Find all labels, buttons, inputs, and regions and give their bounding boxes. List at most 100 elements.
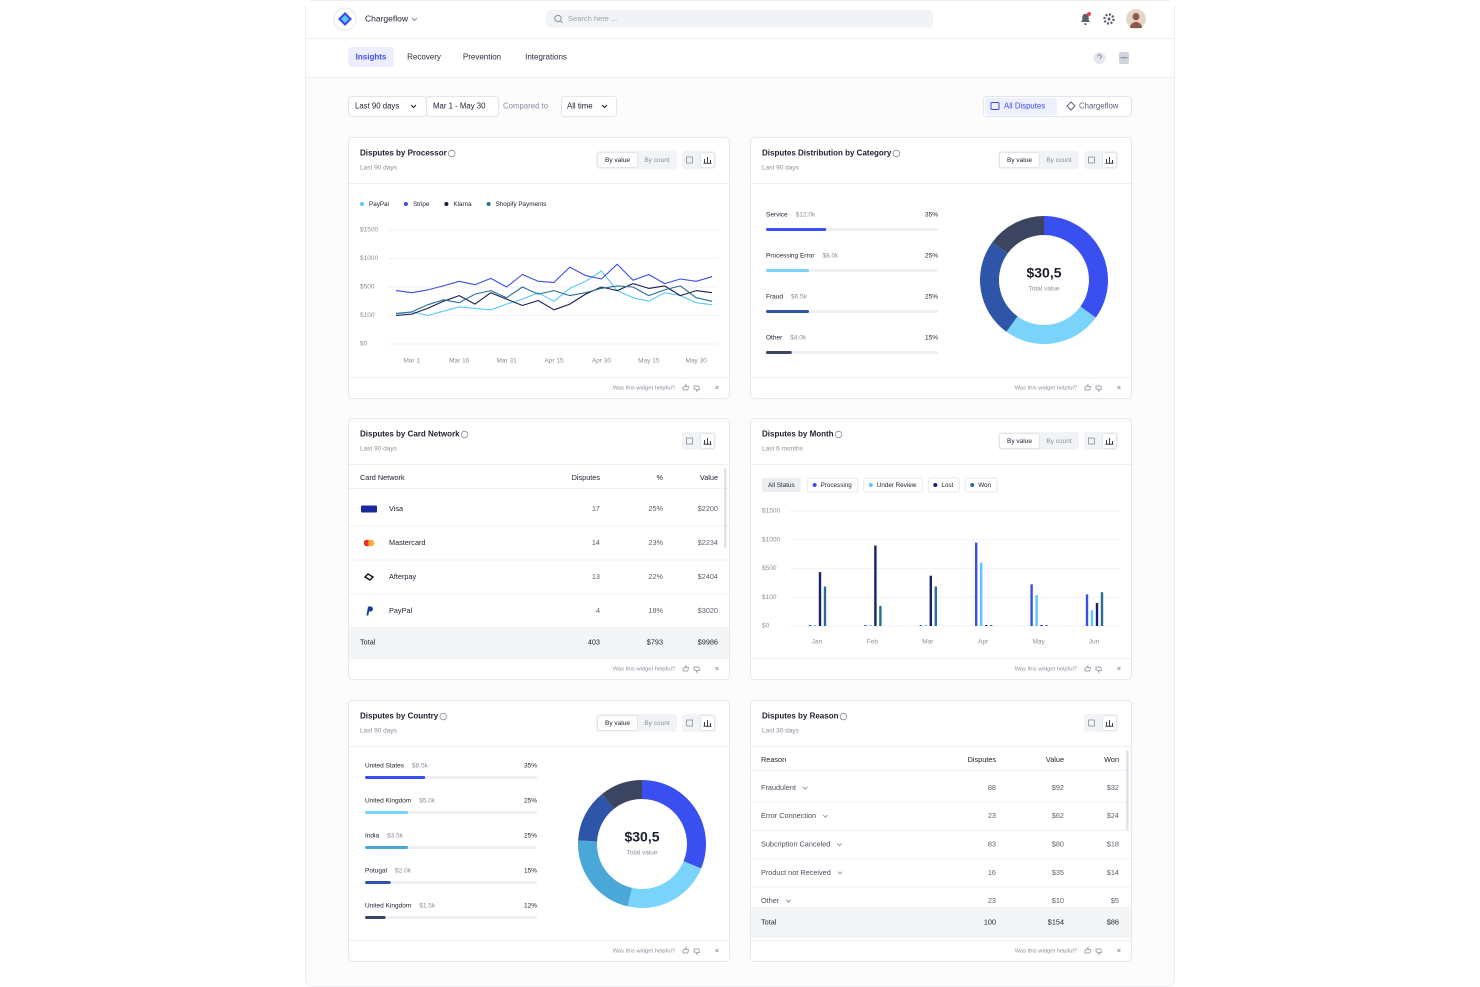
thumb-down[interactable] <box>693 948 700 956</box>
tab[interactable]: Insights <box>356 53 387 62</box>
info-icon <box>839 712 848 721</box>
close-icon[interactable] <box>1117 948 1121 953</box>
thumb-up[interactable] <box>1084 946 1091 954</box>
toggle-option[interactable]: By value <box>605 157 630 164</box>
total-cell: Total <box>761 917 777 926</box>
table-icon[interactable] <box>686 156 693 164</box>
search-icon <box>560 20 563 24</box>
progress-track <box>365 811 537 814</box>
table-icon[interactable] <box>1088 156 1095 164</box>
category-percent: 25% <box>925 294 938 301</box>
donut-caption: Total value <box>1028 286 1059 293</box>
brand-name[interactable]: Chargeflow <box>365 13 409 23</box>
close-icon[interactable] <box>715 666 719 671</box>
toggle-option[interactable]: By value <box>605 720 630 727</box>
help-icon[interactable] <box>1093 52 1106 64</box>
category-percent: 15% <box>925 335 938 342</box>
thumb-down[interactable] <box>1095 948 1102 956</box>
close-icon[interactable] <box>715 948 719 953</box>
chart-icon <box>703 438 712 445</box>
afterpay-logo <box>363 573 375 581</box>
legend-swatch <box>812 483 817 487</box>
y-tick-label: $1500 <box>762 508 780 515</box>
tab[interactable]: Prevention <box>463 53 501 62</box>
thumb-up[interactable] <box>1084 383 1091 391</box>
legend-label: Under Review <box>877 482 917 489</box>
column-header: Value <box>700 473 718 482</box>
thumb-up[interactable] <box>1084 664 1091 672</box>
cell: 25% <box>648 504 663 513</box>
widget-subtitle: Last 90 days <box>762 165 800 172</box>
table-icon[interactable] <box>686 719 693 727</box>
close-icon[interactable] <box>1117 666 1121 671</box>
view-option[interactable]: All Disputes <box>1004 102 1045 111</box>
toggle-option[interactable]: By count <box>644 157 669 164</box>
progress-track <box>766 310 938 313</box>
bell-icon[interactable] <box>1081 13 1090 26</box>
feedback-prompt: Was this widget helpful? <box>613 949 676 955</box>
category-name: Potugal <box>365 868 388 875</box>
close-icon[interactable] <box>1117 385 1121 390</box>
chevron <box>837 871 843 875</box>
feedback-prompt: Was this widget helpful? <box>1015 386 1078 392</box>
progress-bar <box>766 310 809 313</box>
thumb-down[interactable] <box>1095 385 1102 393</box>
thumb-down[interactable] <box>693 666 700 674</box>
row-label[interactable]: Product not Received <box>761 868 831 877</box>
cell: 23% <box>648 538 663 547</box>
x-tick-label: May 15 <box>638 358 660 365</box>
legend-chip[interactable] <box>927 477 960 493</box>
cell: 22% <box>648 572 663 581</box>
category-amount: $8.0k <box>822 253 839 260</box>
row-label[interactable]: Other <box>761 896 780 905</box>
row-label[interactable]: Subcription Canceled <box>761 840 830 849</box>
info-icon <box>448 149 456 158</box>
widget-subtitle: Last 6 months <box>762 446 804 453</box>
table-icon[interactable] <box>1088 437 1095 445</box>
filter-chip-bg <box>762 478 801 492</box>
row-label[interactable]: Fraudulent <box>761 783 796 792</box>
bar <box>1045 625 1048 626</box>
series-line <box>395 283 713 317</box>
donut-caption: Total value <box>626 850 657 857</box>
thumb-down[interactable] <box>693 385 700 393</box>
cell: $62 <box>1052 811 1064 820</box>
thumb-up[interactable] <box>682 383 689 391</box>
toggle-option[interactable]: By count <box>1046 157 1071 164</box>
thumb-up[interactable] <box>682 664 689 672</box>
progress-bar <box>365 776 426 779</box>
close-icon[interactable] <box>715 385 719 390</box>
filter-chip[interactable]: All Status <box>768 482 795 489</box>
toggle-option[interactable]: By count <box>644 720 669 727</box>
row-label[interactable]: Error Connection <box>761 811 816 820</box>
toggle-option[interactable]: By value <box>1007 438 1032 445</box>
row-label: Afterpay <box>389 572 417 581</box>
chevron <box>601 104 608 109</box>
toggle-option[interactable]: By value <box>1007 157 1032 164</box>
table-icon[interactable] <box>1088 719 1095 727</box>
legend-chip[interactable] <box>964 477 998 493</box>
table-icon[interactable] <box>686 437 693 445</box>
thumb-down[interactable] <box>1095 666 1102 674</box>
category-name: Processing Error <box>766 253 815 260</box>
gear-icon[interactable] <box>1103 13 1115 25</box>
compare-select[interactable] <box>561 96 617 117</box>
donut-segment <box>578 793 614 842</box>
thumb-up[interactable] <box>682 946 689 954</box>
donut-segment <box>992 216 1044 254</box>
bar <box>929 575 932 626</box>
category-percent: 25% <box>925 253 938 260</box>
tab[interactable]: Recovery <box>407 53 441 62</box>
tab[interactable]: Integrations <box>525 53 567 62</box>
x-tick-label: Apr 15 <box>544 358 564 365</box>
progress-bar <box>766 228 827 231</box>
search-box[interactable] <box>546 10 933 28</box>
view-option[interactable]: Chargeflow <box>1079 102 1119 111</box>
donut-total: $30,5 <box>1026 265 1061 281</box>
y-tick-label: $100 <box>360 312 375 319</box>
column-header: Disputes <box>572 473 601 482</box>
toggle-option[interactable]: By count <box>1046 438 1071 445</box>
legend-chip[interactable] <box>863 477 923 493</box>
legend-chip[interactable] <box>807 477 859 493</box>
date-range[interactable] <box>426 96 499 117</box>
